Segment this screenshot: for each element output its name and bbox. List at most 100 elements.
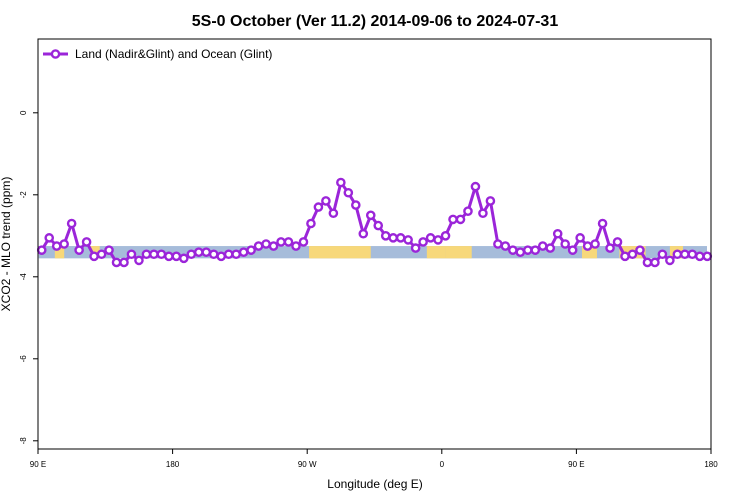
y-tick-label: -6 [19, 355, 28, 363]
data-point [410, 243, 421, 253]
data-point [694, 251, 705, 262]
land-band-segment [54, 246, 65, 259]
land-band-segment [309, 246, 371, 259]
data-point [508, 245, 518, 255]
y-tick-label: -8 [19, 437, 28, 445]
data-point [36, 245, 47, 255]
data-point [380, 230, 391, 241]
data-point [522, 245, 533, 255]
data-point [171, 251, 182, 262]
data-point [627, 249, 638, 260]
data-point [126, 249, 137, 260]
x-tick-label: 90 E [568, 460, 584, 469]
legend: Land (Nadir&Glint) and Ocean (Glint) [43, 47, 272, 61]
plot-frame [37, 38, 712, 450]
data-point [306, 218, 316, 229]
data-point [478, 208, 488, 219]
data-point [134, 255, 144, 266]
data-point [89, 251, 99, 262]
data-point [582, 241, 593, 251]
data-point [193, 247, 204, 257]
data-point [373, 220, 384, 231]
y-tick-label: 0 [19, 110, 28, 115]
data-point [672, 249, 683, 260]
data-point [74, 245, 84, 255]
data-point [388, 233, 398, 243]
data-point [687, 249, 698, 260]
data-point [440, 230, 451, 241]
data-point [537, 241, 548, 251]
legend-marker-swatch [50, 49, 61, 59]
data-point [231, 249, 241, 260]
data-point [590, 239, 600, 249]
data-point [515, 247, 526, 257]
data-point [612, 237, 623, 247]
data-point [351, 200, 361, 210]
data-point [96, 249, 107, 260]
data-point [223, 249, 234, 260]
data-point [328, 208, 339, 219]
data-point [253, 241, 264, 251]
data-point [149, 249, 159, 260]
data-point [463, 206, 473, 216]
data-point [530, 245, 541, 255]
data-point [298, 237, 309, 247]
plot-series [36, 177, 713, 268]
data-point [44, 233, 55, 243]
legend-entry-label: Land (Nadir&Glint) and Ocean (Glint) [75, 47, 272, 61]
data-point [51, 241, 62, 251]
data-point [500, 241, 511, 251]
data-point [111, 257, 122, 268]
y-tick-label: -2 [19, 191, 28, 199]
y-axis-label: XCO2 - MLO trend (ppm) [0, 177, 13, 312]
data-point [365, 210, 376, 221]
data-point [702, 251, 713, 262]
data-point [59, 239, 69, 249]
data-point [642, 257, 653, 268]
x-axis-label: Longitude (deg E) [327, 477, 422, 491]
data-point [276, 237, 286, 247]
data-point [575, 233, 585, 243]
data-point [216, 251, 227, 262]
y-axis: 0 -2 -4 -6 -8 [19, 110, 38, 444]
data-point [552, 228, 563, 239]
data-point [425, 233, 436, 243]
data-point [433, 235, 443, 245]
data-point [448, 214, 458, 225]
data-point [455, 214, 466, 225]
data-point [343, 187, 354, 198]
data-point [403, 235, 413, 245]
data-point [605, 243, 615, 253]
data-point [635, 245, 645, 255]
chart-title: 5S-0 October (Ver 11.2) 2014-09-06 to 20… [192, 13, 559, 30]
data-point [313, 202, 324, 212]
data-point [156, 249, 167, 260]
data-point [283, 237, 294, 247]
data-point [680, 249, 690, 260]
data-point [470, 181, 481, 192]
x-tick-label: 90 E [30, 460, 46, 469]
data-point [650, 257, 660, 268]
data-point [104, 245, 114, 255]
x-tick-label: 180 [166, 460, 180, 469]
data-point [238, 247, 249, 257]
data-point [81, 237, 92, 247]
data-point [321, 196, 331, 206]
x-tick-label: 90 W [298, 460, 317, 469]
data-point [545, 243, 556, 253]
data-point [665, 255, 675, 266]
data-point [201, 247, 212, 257]
data-point [358, 228, 369, 239]
data-point [395, 233, 406, 243]
data-point [119, 257, 129, 268]
data-point [261, 239, 271, 249]
data-point [291, 241, 301, 251]
data-point [560, 239, 570, 249]
data-point [208, 249, 219, 260]
land-band-segment [426, 246, 446, 259]
data-point [657, 249, 668, 260]
x-axis: 90 E 180 90 W 0 90 E 180 [30, 449, 718, 469]
data-point [336, 177, 346, 188]
data-point [597, 218, 608, 229]
